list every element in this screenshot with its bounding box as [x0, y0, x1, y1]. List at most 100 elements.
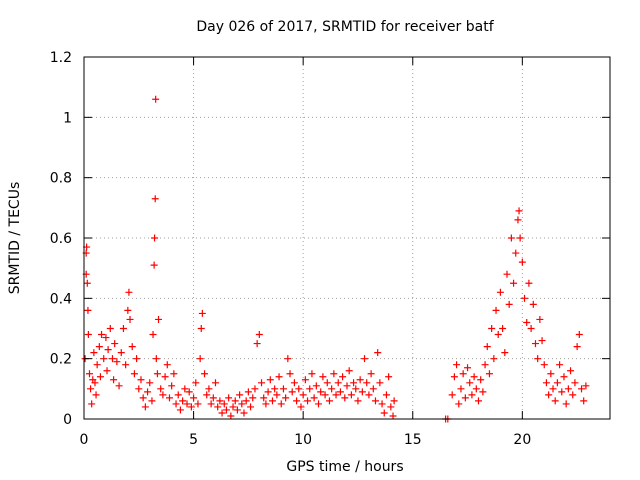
- data-point: [374, 349, 382, 357]
- data-point: [475, 397, 482, 405]
- data-point: [141, 403, 149, 411]
- x-tick-labels: 0 5 10 15 20: [80, 432, 532, 448]
- data-point: [249, 394, 257, 402]
- data-point: [149, 331, 157, 339]
- data-point: [290, 379, 298, 387]
- data-point: [197, 325, 205, 332]
- data-point: [159, 391, 167, 399]
- y-tick-label: 0.8: [50, 171, 72, 187]
- data-point: [111, 340, 119, 348]
- data-point: [564, 385, 572, 393]
- data-point: [492, 306, 500, 314]
- data-point: [244, 388, 252, 396]
- data-point: [538, 337, 546, 345]
- data-point: [225, 394, 233, 402]
- data-point: [560, 373, 568, 381]
- data-point: [242, 397, 250, 405]
- data-point: [534, 355, 542, 363]
- data-point: [578, 385, 586, 393]
- data-point: [207, 400, 215, 408]
- data-point: [260, 394, 268, 402]
- data-point: [312, 382, 320, 390]
- x-tick-label: 20: [513, 432, 531, 448]
- data-point: [209, 394, 217, 402]
- data-point: [98, 331, 106, 339]
- data-point: [551, 397, 559, 405]
- data-point: [220, 400, 228, 408]
- data-point: [284, 355, 292, 363]
- data-point: [514, 216, 522, 224]
- data-point: [367, 370, 375, 378]
- data-point: [310, 394, 318, 402]
- data-point: [510, 279, 518, 287]
- x-axis-label: GPS time / hours: [286, 459, 403, 475]
- data-point: [571, 379, 579, 387]
- data-point: [151, 195, 159, 203]
- data-point: [212, 379, 219, 387]
- data-point: [549, 385, 557, 393]
- data-point: [170, 370, 178, 378]
- data-point: [352, 385, 360, 393]
- y-tick-label: 0.4: [50, 291, 72, 307]
- data-point: [282, 394, 290, 402]
- data-point: [505, 300, 513, 308]
- x-tick-label: 0: [80, 432, 89, 448]
- data-point: [573, 343, 581, 351]
- data-point: [148, 397, 156, 405]
- data-point: [521, 294, 529, 302]
- data-point: [122, 361, 130, 369]
- data-point: [468, 391, 476, 399]
- chart-title: Day 026 of 2017, SRMTID for receiver bat…: [196, 19, 494, 35]
- data-point: [315, 400, 323, 408]
- data-point: [499, 325, 507, 332]
- data-point: [369, 385, 377, 393]
- data-point: [470, 373, 478, 381]
- data-point: [172, 400, 180, 408]
- data-point: [328, 385, 336, 393]
- data-point: [556, 361, 564, 369]
- data-point: [152, 95, 160, 103]
- data-point: [334, 379, 342, 387]
- data-point: [100, 355, 108, 363]
- data-point: [190, 394, 198, 402]
- data-point: [488, 325, 496, 332]
- data-point: [464, 364, 472, 372]
- data-point: [187, 403, 195, 411]
- data-point: [133, 355, 141, 363]
- data-point: [83, 279, 91, 287]
- data-point: [165, 394, 173, 402]
- data-point: [103, 367, 111, 375]
- data-point: [108, 355, 116, 363]
- data-point: [317, 388, 325, 396]
- y-tick-labels: 0 0.2 0.4 0.6 0.8 1 1.2: [50, 50, 72, 428]
- data-point: [536, 315, 544, 323]
- data-point: [277, 400, 285, 408]
- data-point: [341, 394, 349, 402]
- y-tick-label: 1.2: [50, 50, 72, 66]
- data-point: [378, 400, 386, 408]
- data-point: [84, 331, 92, 339]
- data-point: [301, 376, 309, 384]
- data-point: [258, 379, 266, 387]
- data-point: [472, 385, 480, 393]
- data-point: [385, 373, 393, 381]
- data-point: [308, 370, 316, 378]
- x-tick-label: 15: [404, 432, 422, 448]
- data-point: [218, 409, 226, 417]
- data-point: [128, 343, 136, 351]
- data-point: [459, 370, 467, 378]
- data-point: [319, 373, 327, 381]
- data-point: [266, 376, 274, 384]
- data-point: [135, 385, 143, 393]
- data-point: [87, 385, 95, 393]
- data-point: [236, 391, 244, 399]
- data-point: [227, 412, 235, 420]
- data-point: [163, 361, 171, 369]
- data-point: [494, 331, 502, 339]
- data-point: [238, 400, 246, 408]
- data-point: [540, 361, 548, 369]
- data-point: [299, 391, 307, 399]
- data-point: [490, 355, 498, 363]
- data-point: [297, 403, 305, 411]
- data-point: [124, 306, 132, 314]
